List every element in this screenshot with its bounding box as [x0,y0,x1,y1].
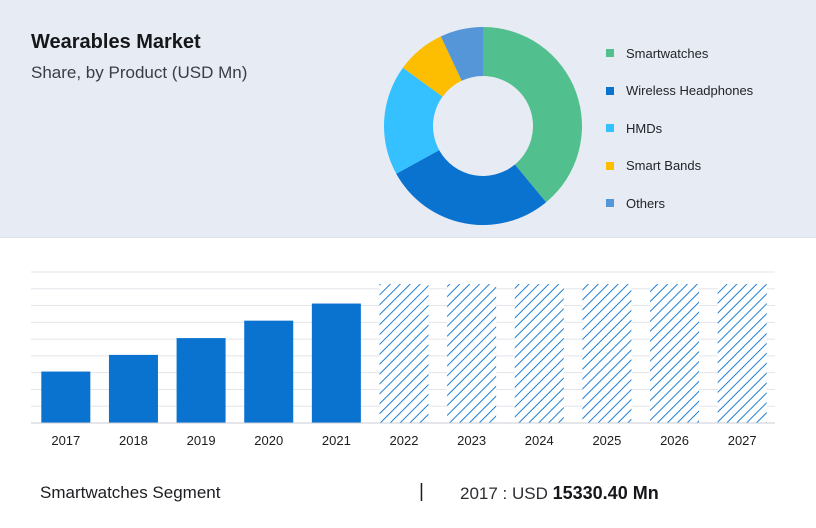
x-tick-label: 2020 [254,433,283,448]
donut-slice-others [440,27,483,81]
segment-label: Smartwatches Segment [40,483,221,502]
legend-swatch [606,199,614,207]
donut-slice-smartwatches [483,27,582,203]
bar-2021 [311,303,361,423]
legend-swatch [606,49,614,57]
bar-2017 [41,371,91,423]
chart-subtitle: Share, by Product (USD Mn) [31,63,248,82]
projected-bar-2027 [717,284,767,423]
x-tick-label: 2026 [660,433,689,448]
x-tick-label: 2023 [457,433,486,448]
bar-2018 [108,354,158,423]
projected-bar-2025 [582,284,632,423]
donut-slice-hmds [384,67,443,174]
bar-2020 [244,320,294,423]
projected-bar-2026 [650,284,700,423]
legend-swatch [606,124,614,132]
legend-item-others: Others [606,193,753,213]
x-tick-label: 2021 [322,433,351,448]
x-tick-label: 2019 [187,433,216,448]
x-tick-label: 2017 [51,433,80,448]
legend-swatch [606,86,614,95]
x-tick-label: 2025 [592,433,621,448]
legend: Smartwatches Wireless Headphones HMDs Smart… [606,43,753,231]
legend-item-wireless-headphones: Wireless Headphones [606,81,753,101]
x-tick-label: 2018 [119,433,148,448]
legend-label: Smart Bands [626,158,702,173]
x-tick-label: 2022 [390,433,419,448]
legend-label: Wireless Headphones [626,83,754,98]
footer-separator: | [419,481,424,502]
projected-bar-2022 [379,284,429,423]
segment-value-prefix: 2017 : USD [460,484,548,503]
legend-swatch [606,161,614,170]
chart-title: Wearables Market [31,31,201,53]
donut-chart [384,27,582,225]
segment-value: 15330.40 Mn [552,483,659,503]
legend-item-hmds: HMDs [606,118,753,138]
legend-item-smart-bands: Smart Bands [606,156,753,176]
legend-label: Others [626,195,666,211]
legend-label: HMDs [626,120,663,136]
projected-bar-2023 [447,284,497,423]
donut-slice-wireless-headphones [396,150,547,225]
donut-slice-smart-bands [402,36,462,97]
x-tick-label: 2024 [525,433,554,448]
legend-item-smartwatches: Smartwatches [606,43,753,63]
bar-chart: 2017 2018 2019 2020 2021 2022 2023 2024 2025 2026… [31,271,775,448]
x-tick-label: 2027 [728,433,757,448]
projected-bar-2024 [514,284,564,423]
legend-label: Smartwatches [626,45,709,61]
bar-2019 [176,338,226,423]
segment-value-line: 2017 : USD 15330.40 Mn [460,483,659,504]
